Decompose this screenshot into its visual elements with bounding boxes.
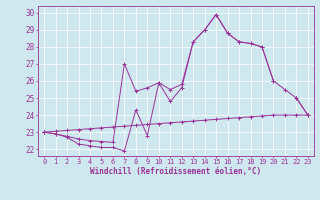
X-axis label: Windchill (Refroidissement éolien,°C): Windchill (Refroidissement éolien,°C) [91, 167, 261, 176]
